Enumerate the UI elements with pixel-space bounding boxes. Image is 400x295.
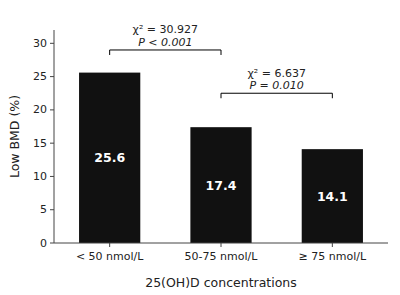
x-tick (109, 243, 110, 247)
bar (302, 149, 363, 243)
y-tick-label: 20 (33, 103, 47, 116)
data-label: 17.4 (206, 178, 237, 193)
y-tick-label: 15 (33, 137, 47, 150)
x-tick-label: 50-75 nmol/L (185, 250, 259, 263)
y-tick-label: 5 (40, 203, 47, 216)
y-tick-label: 0 (40, 237, 47, 250)
stat-annotation: χ² = 30.927P < 0.001 (110, 23, 221, 55)
y-tick (50, 209, 54, 210)
y-tick (50, 243, 54, 244)
stat-bracket (110, 50, 221, 55)
stat-text: χ² = 30.927 (133, 23, 198, 36)
data-label: 14.1 (317, 189, 348, 204)
y-axis-label: Low BMD (%) (7, 95, 22, 178)
y-tick (50, 109, 54, 110)
x-tick (332, 243, 333, 247)
chart: 25.6 17.4 14.1 0 5 10 15 20 25 30 < 50 nmol/L 50-75… (0, 0, 400, 295)
stat-text: P < 0.001 (138, 36, 192, 49)
x-tick (221, 243, 222, 247)
stat-bracket (221, 93, 332, 98)
bars (79, 73, 363, 243)
y-tick-label: 25 (33, 70, 47, 83)
stat-text: χ² = 6.637 (247, 67, 305, 80)
stat-text: P = 0.010 (249, 79, 303, 92)
bar (79, 73, 140, 243)
y-axis-line (54, 30, 55, 243)
y-tick (50, 76, 54, 77)
y-tick (50, 43, 54, 44)
y-tick-label: 30 (33, 37, 47, 50)
x-axis-label: 25(OH)D concentrations (145, 275, 297, 290)
y-tick (50, 143, 54, 144)
x-tick-label: < 50 nmol/L (76, 250, 144, 263)
bar (190, 127, 251, 243)
y-tick (50, 176, 54, 177)
stat-annotation: χ² = 6.637P = 0.010 (221, 67, 332, 99)
data-label: 25.6 (94, 150, 125, 165)
x-tick-label: ≥ 75 nmol/L (299, 250, 367, 263)
y-tick-label: 10 (33, 170, 47, 183)
